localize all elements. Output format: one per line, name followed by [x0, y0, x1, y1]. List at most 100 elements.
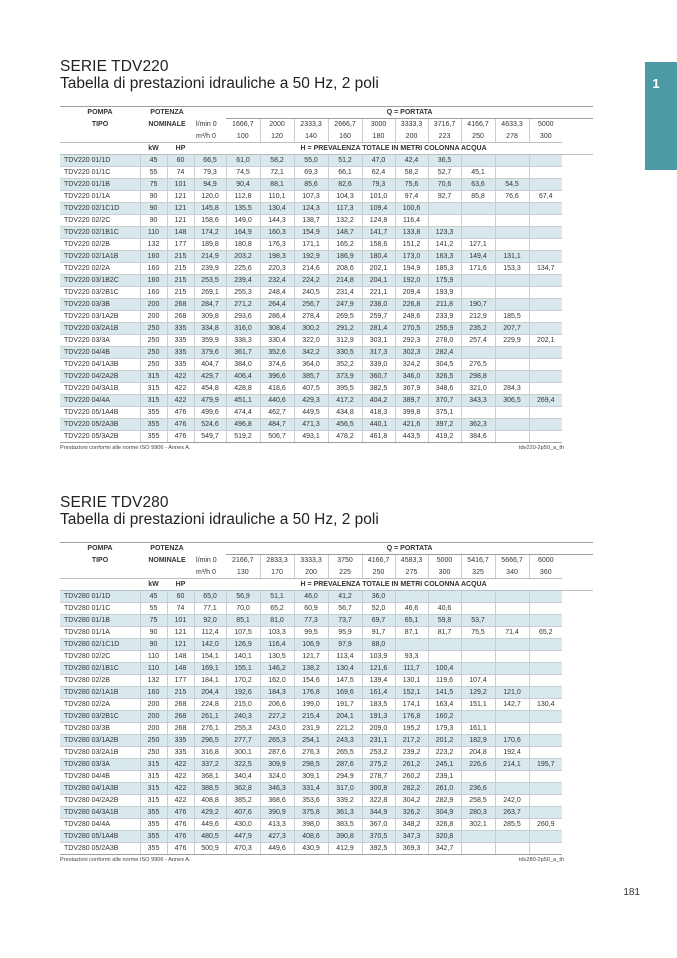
head-value: 202,1 — [528, 334, 563, 347]
head-value: 152,1 — [394, 686, 429, 699]
head-value: 418,6 — [259, 382, 295, 395]
head-value: 434,8 — [327, 406, 363, 419]
head-value — [528, 770, 563, 783]
head-value: 316,0 — [225, 322, 261, 335]
table-row: TDV280 03/2B1C 200 268 261,1 240,3 227,2 215,4… — [60, 710, 594, 723]
power-hp: 148 — [166, 226, 195, 239]
head-value: 193,9 — [427, 286, 462, 299]
head-value — [394, 590, 429, 603]
potenza-header: POTENZA — [140, 106, 195, 119]
power-hp: 476 — [166, 830, 195, 843]
head-value: 239,9 — [193, 262, 227, 275]
power-kw: 355 — [139, 818, 167, 831]
power-kw: 45 — [139, 590, 167, 603]
pump-model: TDV280 04/4A — [60, 818, 140, 831]
pump-model: TDV220 04/2A2B — [60, 370, 140, 383]
head-value: 236,6 — [460, 782, 496, 795]
table-row: TDV280 03/2A1B 250 335 316,8 300,1 287,6 276,3… — [60, 746, 593, 759]
power-kw: 355 — [139, 418, 167, 431]
head-value: 155,1 — [225, 662, 261, 675]
power-kw: 315 — [139, 394, 167, 407]
head-value: 161,1 — [460, 722, 496, 735]
head-value — [494, 830, 530, 843]
head-value: 221,1 — [361, 286, 396, 299]
head-value: 471,3 — [293, 418, 329, 431]
head-value — [528, 662, 563, 675]
head-value: 427,3 — [259, 830, 295, 843]
hp-header: HP — [167, 578, 195, 591]
head-value: 238,0 — [361, 298, 396, 311]
power-kw: 315 — [139, 794, 167, 807]
power-hp: 148 — [166, 650, 195, 663]
table-row: TDV280 03/1A2B 250 335 296,5 277,7 265,3 254,1… — [60, 734, 594, 747]
head-value — [528, 418, 563, 431]
head-value: 293,6 — [225, 310, 261, 323]
table-row: TDV280 04/3A1B 355 476 429,2 407,6 390,9 375,8… — [60, 806, 594, 819]
power-hp: 177 — [166, 238, 195, 251]
head-value: 480,5 — [193, 830, 227, 843]
head-value: 131,1 — [494, 250, 530, 263]
pump-model: TDV220 04/4A — [60, 394, 140, 407]
head-value: 92,0 — [193, 614, 227, 627]
head-value — [528, 214, 563, 227]
head-value: 164,9 — [225, 226, 261, 239]
table-row: TDV280 05/1A4B 355 476 480,5 447,9 427,3 408,6… — [60, 830, 594, 843]
head-value: 226,6 — [460, 758, 496, 771]
head-value: 296,5 — [193, 734, 227, 747]
head-value: 146,2 — [259, 662, 295, 675]
power-kw: 90 — [139, 638, 167, 651]
head-value: 233,9 — [427, 310, 462, 323]
head-value: 309,1 — [293, 770, 329, 783]
head-value: 70,6 — [427, 178, 462, 191]
head-value: 41,2 — [327, 590, 363, 603]
head-value: 407,6 — [225, 806, 261, 819]
pump-model: TDV220 02/1B1C — [60, 226, 140, 239]
flow-lmin-value: 2166,7 — [232, 557, 254, 565]
head-value: 100,6 — [394, 202, 429, 215]
head-value: 322,5 — [225, 758, 261, 771]
head-value: 321,0 — [460, 382, 496, 395]
table-row: TDV280 01/1C 55 74 77,1 70,0 65,2 60,9 56,7 52,0… — [60, 602, 593, 615]
power-kw: 250 — [139, 322, 167, 335]
table-code: tdv280-2p50_a_th — [518, 857, 564, 863]
table-row: TDV220 03/1B2C 160 215 253,5 239,4 232,4 224,2… — [60, 274, 594, 287]
table-row: TDV280 04/1A3B 315 422 388,5 362,8 346,3 331,4… — [60, 782, 594, 795]
head-value: 284,3 — [494, 382, 530, 395]
head-value: 66,5 — [193, 154, 227, 167]
head-value: 428,8 — [225, 382, 261, 395]
head-value: 440,6 — [259, 394, 295, 407]
head-value: 192,9 — [293, 250, 329, 263]
head-value — [528, 830, 563, 843]
head-value: 110,1 — [259, 190, 295, 203]
head-value: 352,6 — [259, 346, 295, 359]
table-row: TDV280 03/3B 200 268 276,1 255,3 243,0 231,9 22… — [60, 722, 593, 735]
head-value: 161,4 — [361, 686, 396, 699]
head-value: 360,7 — [361, 370, 396, 383]
head-value: 195,7 — [528, 758, 563, 771]
table-row: TDV280 03/3A 315 422 337,2 322,5 309,9 298,5 28… — [60, 758, 594, 771]
power-hp: 121 — [166, 626, 195, 639]
head-value: 287,6 — [259, 746, 295, 759]
head-value: 215,0 — [225, 698, 261, 711]
head-value: 51,1 — [259, 590, 295, 603]
head-value: 248,4 — [259, 286, 295, 299]
head-value: 449,5 — [293, 406, 329, 419]
head-value: 113,4 — [327, 650, 363, 663]
power-hp: 476 — [166, 430, 195, 443]
head-value: 135,5 — [225, 202, 261, 215]
header-spacer — [140, 130, 195, 143]
power-hp: 101 — [166, 178, 195, 191]
head-value: 142,0 — [193, 638, 227, 651]
head-value: 209,0 — [361, 722, 396, 735]
head-value: 199,0 — [293, 698, 329, 711]
table-note: Prestazioni conformi alle norme ISO 9906… — [60, 445, 566, 457]
head-value: 66,1 — [327, 166, 363, 179]
table-row: TDV220 01/1D 45 60 66,5 61,0 58,2 55,0 51,2 47,0… — [60, 154, 594, 167]
head-value — [528, 746, 563, 759]
table-row: TDV280 02/1B1C 110 148 169,1 155,1 146,2 138,2… — [60, 662, 594, 675]
head-value: 65,2 — [528, 626, 563, 639]
head-value: 183,5 — [361, 698, 396, 711]
flow-lmin-value: 5666,7 — [494, 554, 530, 567]
head-value: 231,4 — [327, 286, 363, 299]
head-value: 90,4 — [225, 178, 261, 191]
